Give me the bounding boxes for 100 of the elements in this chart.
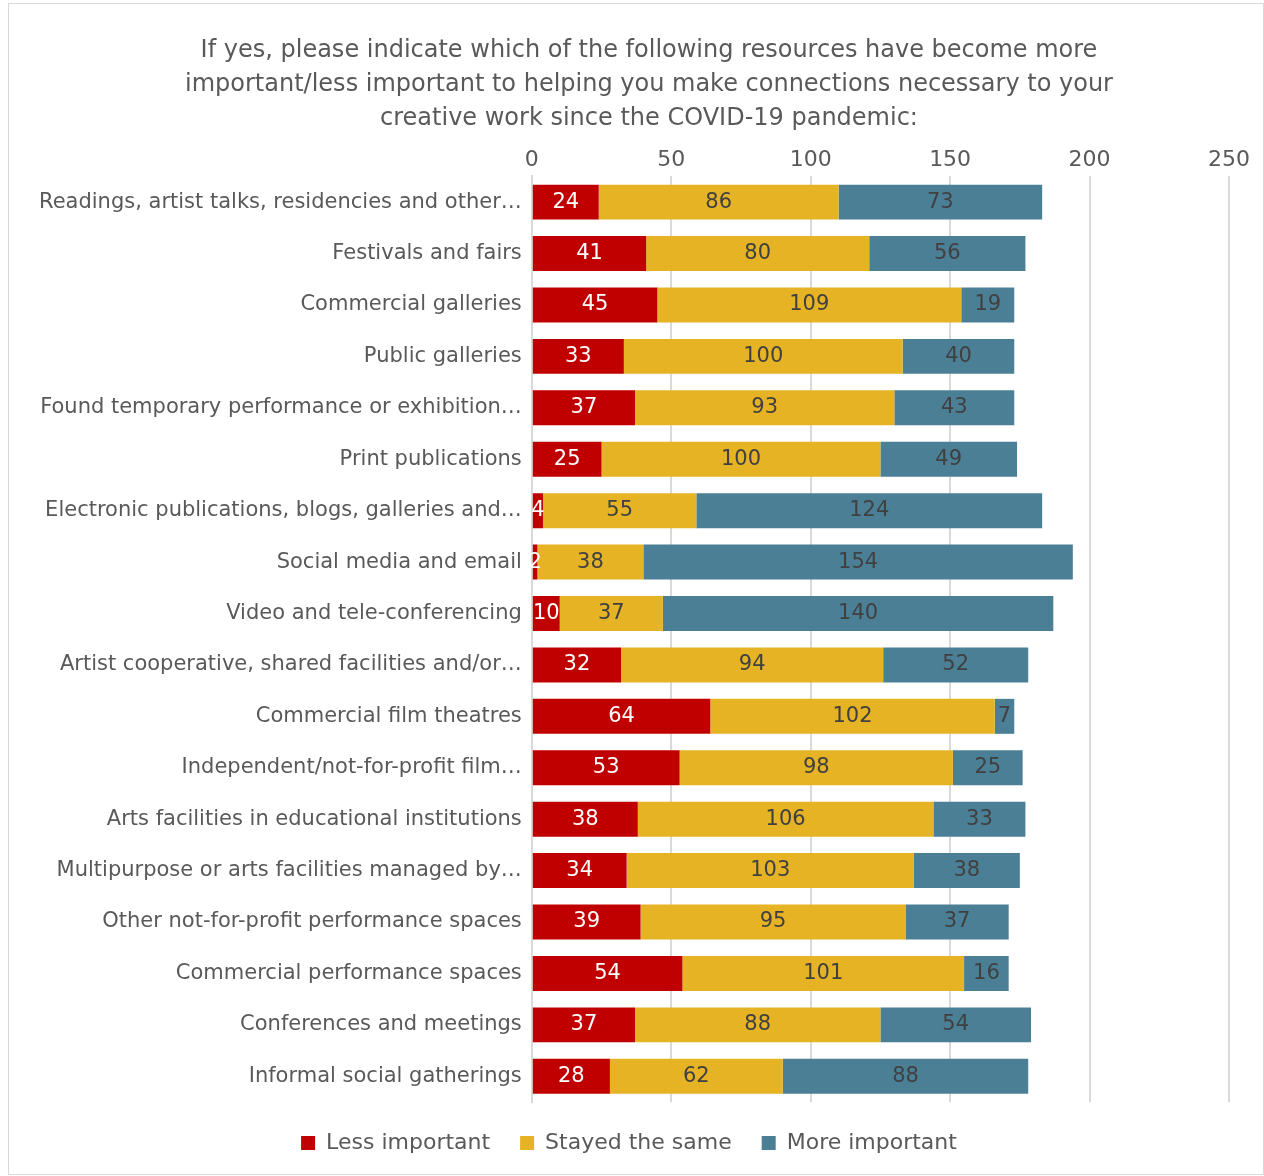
data-label: 37 [943, 908, 971, 933]
bar [532, 287, 658, 323]
bar [532, 647, 622, 683]
x-tick-label: 150 [929, 145, 972, 171]
data-label: 54 [594, 959, 621, 984]
data-label: 40 [945, 342, 972, 367]
chart-title: If yes, please indicate which of the following resources have become more important/less important to helping you make connections necessary to your creative work since the COVID-19 pandemic: [184, 34, 1114, 133]
data-label: 95 [759, 908, 787, 933]
y-tick-label: Independent/not-for-profit film… [181, 754, 522, 779]
data-label: 102 [832, 702, 873, 727]
data-label: 100 [720, 445, 762, 470]
y-tick-label: Found temporary performance or exhibition… [40, 394, 522, 419]
data-label: 88 [744, 1011, 772, 1036]
bar [640, 904, 906, 940]
y-tick-label: Commercial galleries [300, 291, 522, 316]
bar [532, 390, 635, 426]
data-label: 33 [564, 342, 592, 367]
data-label: 100 [743, 342, 784, 367]
bar [532, 236, 647, 272]
bar [869, 236, 1026, 272]
data-label: 49 [935, 445, 963, 470]
y-tick-label: Video and tele-conferencing [226, 599, 522, 624]
bar [635, 1007, 881, 1043]
x-tick-label: 50 [657, 145, 686, 171]
y-tick-label: Public galleries [363, 342, 522, 367]
bar [880, 441, 1018, 477]
y-tick-label: Electronic publications, blogs, galleries and… [45, 497, 522, 522]
data-label: 86 [705, 188, 733, 213]
data-label: 37 [570, 394, 598, 419]
data-label: 64 [608, 702, 635, 727]
x-tick-label: 200 [1068, 145, 1111, 171]
x-tick-label: 100 [789, 145, 832, 171]
data-label: 109 [789, 291, 830, 316]
data-label: 53 [592, 754, 620, 779]
data-label: 16 [973, 959, 1000, 984]
y-tick-label: Multipurpose or arts facilities managed by… [56, 857, 522, 882]
x-tick-label: 250 [1208, 145, 1250, 171]
legend-label: Stayed the same [545, 1128, 732, 1154]
bar [532, 184, 599, 220]
bar [682, 955, 965, 991]
y-tick-label: Print publications [339, 445, 522, 470]
data-label: 38 [577, 548, 604, 573]
bar [532, 750, 680, 786]
y-tick-label: Other not-for-profit performance spaces [102, 908, 522, 933]
bar [532, 1007, 635, 1043]
bar [913, 853, 1020, 889]
bar [635, 390, 895, 426]
bar [782, 1058, 1029, 1094]
bar [880, 1007, 1031, 1043]
data-label: 34 [566, 857, 594, 882]
data-label: 33 [966, 805, 993, 830]
data-label: 7 [997, 702, 1012, 727]
bar [662, 596, 1054, 631]
bar [883, 647, 1029, 683]
legend-label: Less important [326, 1128, 491, 1154]
data-label: 38 [953, 857, 981, 882]
bar [961, 287, 1015, 323]
y-tick-label: Festivals and fairs [332, 239, 522, 264]
bar [598, 184, 839, 220]
data-label: 38 [571, 805, 599, 830]
bar [621, 647, 884, 683]
bar [894, 390, 1015, 426]
bar [532, 1058, 610, 1094]
data-label: 55 [606, 497, 634, 522]
legend-label: More important [786, 1128, 958, 1154]
data-label: 80 [744, 239, 772, 264]
data-label: 140 [838, 599, 879, 624]
data-label: 98 [802, 754, 830, 779]
data-label: 28 [557, 1062, 585, 1087]
bar [532, 904, 641, 940]
data-label: 93 [751, 394, 779, 419]
y-tick-label: Artist cooperative, shared facilities and/or… [59, 651, 522, 676]
y-tick-label: Commercial film theatres [255, 702, 522, 727]
y-tick-label: Readings, artist talks, residencies and other… [38, 188, 522, 213]
bar [933, 801, 1026, 837]
data-label: 37 [570, 1011, 598, 1036]
y-tick-label: Commercial performance spaces [175, 959, 522, 984]
bar [679, 750, 953, 786]
data-label: 124 [849, 497, 890, 522]
bar [532, 853, 627, 889]
data-label: 103 [750, 857, 791, 882]
bar [838, 184, 1043, 220]
y-tick-label: Arts facilities in educational institutions [106, 805, 522, 830]
data-label: 19 [974, 291, 1002, 316]
bar [952, 750, 1023, 786]
x-tick-label: 0 [524, 145, 539, 171]
data-label: 24 [552, 188, 580, 213]
data-label: 43 [940, 394, 968, 419]
data-label: 10 [532, 599, 560, 624]
bar [601, 441, 881, 477]
bar [542, 493, 697, 529]
data-label: 101 [803, 959, 844, 984]
data-label: 25 [974, 754, 1002, 779]
bar [609, 1058, 783, 1094]
y-tick-label: Social media and email [276, 548, 522, 573]
bar [710, 698, 995, 734]
data-label: 41 [576, 239, 603, 264]
y-tick-label: Conferences and meetings [240, 1011, 522, 1036]
data-label: 54 [942, 1011, 970, 1036]
bar [657, 287, 962, 323]
